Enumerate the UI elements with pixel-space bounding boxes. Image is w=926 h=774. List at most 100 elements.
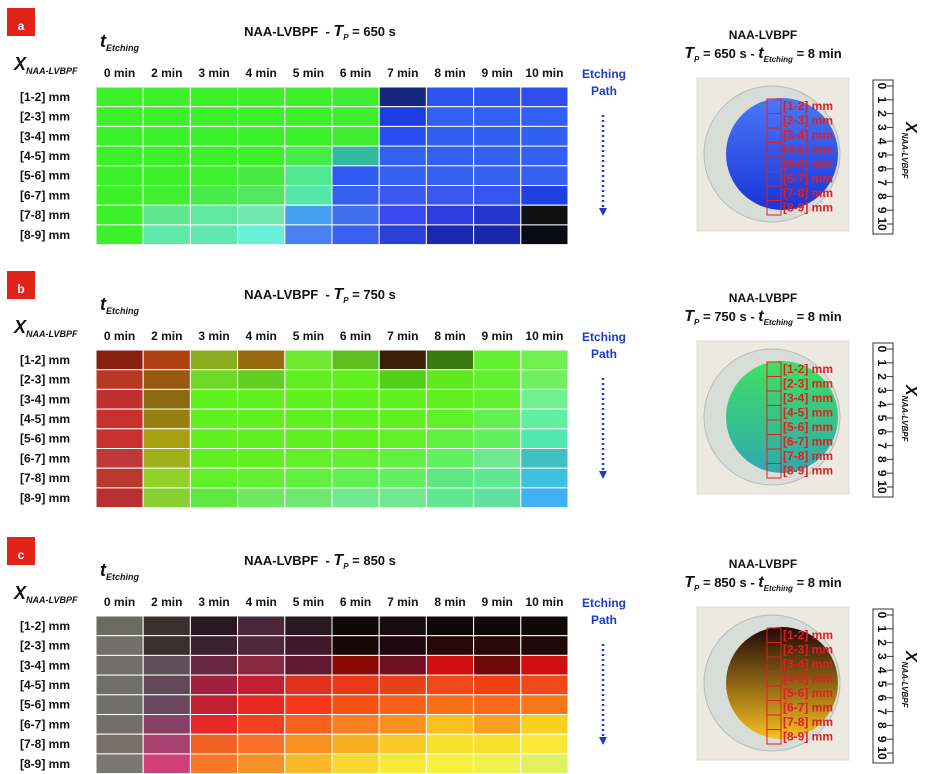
ruler-number: 10: [875, 217, 889, 231]
cell: [96, 126, 143, 146]
row-label: [1-2] mm: [20, 90, 70, 104]
text-part: = 750 s -: [699, 309, 758, 324]
label: XNAA-LVBPF: [13, 54, 78, 76]
cell: [521, 389, 568, 409]
cell: [474, 449, 521, 469]
cell: [143, 389, 190, 409]
text-part: X: [13, 54, 27, 74]
ruler-number: 1: [875, 96, 889, 103]
photo-label: [3-4] mm: [783, 391, 833, 405]
label: NAA-LVBPF - TP = 650 s: [244, 23, 396, 42]
column-label: 0 min: [104, 329, 135, 343]
cell: [238, 734, 285, 754]
row-label: [6-7] mm: [20, 188, 70, 202]
cell: [96, 350, 143, 370]
cell: [285, 370, 332, 390]
row-label: [7-8] mm: [20, 471, 70, 485]
photo-label: [7-8] mm: [783, 186, 833, 200]
etching-path-label: Etching: [582, 596, 626, 610]
cell: [143, 225, 190, 245]
cell: [426, 488, 473, 508]
cell: [332, 616, 379, 636]
ruler-number: 4: [875, 138, 889, 145]
ruler-number: 1: [875, 359, 889, 366]
cell: [143, 675, 190, 695]
cell: [190, 225, 237, 245]
cell: [285, 715, 332, 735]
cell: [521, 126, 568, 146]
cell: [332, 449, 379, 469]
cell: [190, 655, 237, 675]
cell: [521, 695, 568, 715]
label: tEtching: [100, 31, 140, 53]
text-part: Etching: [764, 55, 793, 64]
column-label: 4 min: [246, 595, 277, 609]
cell: [285, 695, 332, 715]
cell: [474, 468, 521, 488]
column-label: 0 min: [104, 595, 135, 609]
cell: [379, 449, 426, 469]
cell: [285, 87, 332, 107]
column-label: 3 min: [198, 595, 229, 609]
cell: [474, 754, 521, 774]
cell: [379, 166, 426, 186]
row-label: [4-5] mm: [20, 149, 70, 163]
etching-path-label: Etching: [582, 67, 626, 81]
text-part: NAA-LVBPF -: [244, 24, 333, 39]
label: XNAA-LVBPF: [900, 121, 919, 180]
cell: [379, 186, 426, 206]
cell: [285, 675, 332, 695]
cell: [474, 186, 521, 206]
cell: [426, 715, 473, 735]
ruler-number: 6: [875, 428, 889, 435]
cell: [521, 370, 568, 390]
cell: [332, 695, 379, 715]
row-label: [6-7] mm: [20, 717, 70, 731]
cell: [238, 468, 285, 488]
cell: [426, 429, 473, 449]
cell: [190, 715, 237, 735]
cell: [426, 734, 473, 754]
cell: [426, 754, 473, 774]
text-part: NAA-LVBPF: [26, 66, 78, 76]
cell: [238, 616, 285, 636]
cell: [426, 205, 473, 225]
cell: [190, 409, 237, 429]
cell: [332, 429, 379, 449]
cell: [521, 675, 568, 695]
cell: [238, 655, 285, 675]
cell: [379, 616, 426, 636]
ruler-number: 8: [875, 193, 889, 200]
cell: [96, 389, 143, 409]
row-label: [7-8] mm: [20, 737, 70, 751]
cell: [426, 449, 473, 469]
cell: [190, 429, 237, 449]
cell: [238, 715, 285, 735]
photo-label: [4-5] mm: [783, 143, 833, 157]
cell: [143, 715, 190, 735]
label: NAA-LVBPF - TP = 850 s: [244, 552, 396, 571]
etching-path-label: Path: [591, 613, 617, 627]
cell: [96, 166, 143, 186]
label: TP = 750 s - tEtching = 8 min: [684, 308, 842, 327]
cell: [379, 488, 426, 508]
column-label: 2 min: [151, 66, 182, 80]
ruler-number: 7: [875, 442, 889, 449]
ruler-number: 3: [875, 653, 889, 660]
cell: [332, 488, 379, 508]
text-part: X: [13, 317, 27, 337]
cell: [190, 350, 237, 370]
row-label: [5-6] mm: [20, 432, 70, 446]
cell: [143, 488, 190, 508]
cell: [332, 754, 379, 774]
cell: [379, 715, 426, 735]
cell: [285, 488, 332, 508]
cell: [426, 146, 473, 166]
cell: [379, 675, 426, 695]
cell: [238, 449, 285, 469]
cell: [238, 186, 285, 206]
cell: [379, 87, 426, 107]
cell: [332, 166, 379, 186]
panel-letter: b: [17, 282, 24, 296]
photo-title: NAA-LVBPF: [729, 291, 797, 305]
